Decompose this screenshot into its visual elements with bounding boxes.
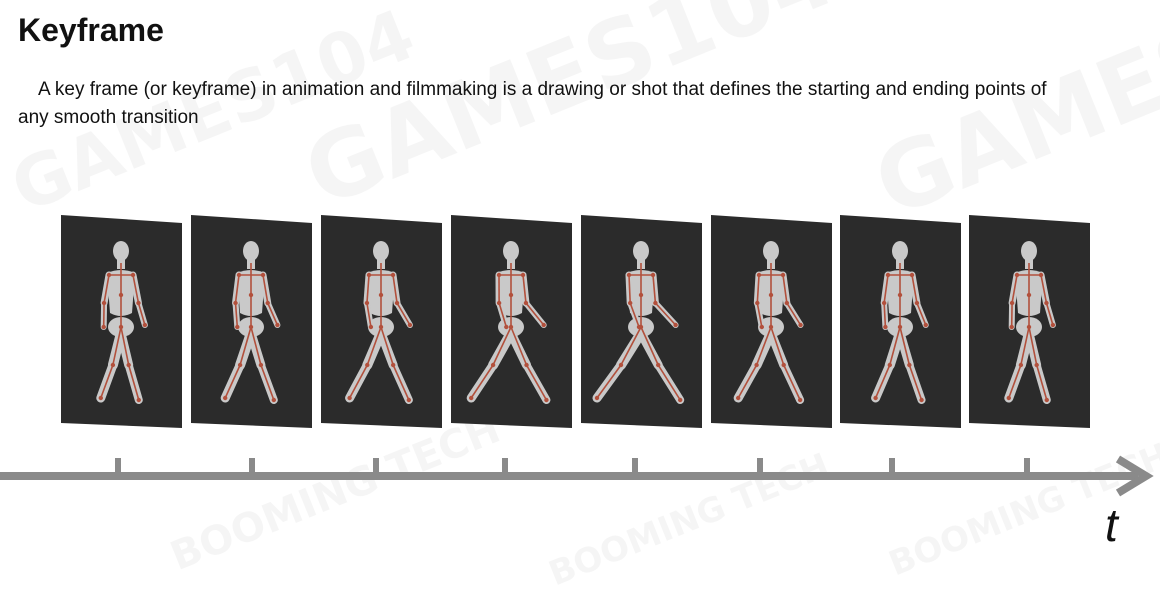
timeline-tick: [115, 458, 121, 474]
timeline-tick: [502, 458, 508, 474]
time-axis-label: t: [1105, 498, 1118, 552]
timeline: [0, 0, 1160, 554]
timeline-tick: [249, 458, 255, 474]
timeline-tick: [632, 458, 638, 474]
timeline-tick: [889, 458, 895, 474]
timeline-tick: [373, 458, 379, 474]
timeline-tick: [757, 458, 763, 474]
timeline-tick: [1024, 458, 1030, 474]
